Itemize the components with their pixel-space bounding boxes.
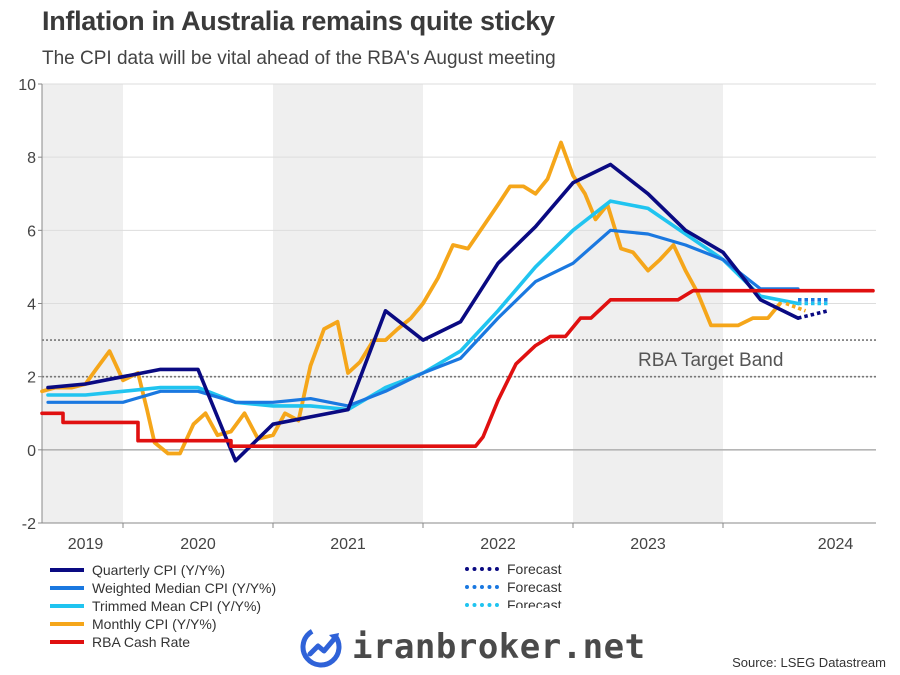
legend-label-forecast-quarterly: Forecast [507, 561, 562, 577]
chart-subtitle: The CPI data will be vital ahead of the … [42, 48, 556, 69]
chart-title: Inflation in Australia remains quite sti… [42, 6, 555, 36]
source-note: Source: LSEG Datastream [732, 655, 886, 670]
y-tick-label: 4 [27, 297, 36, 314]
legend-label-trimmed: Trimmed Mean CPI (Y/Y%) [92, 598, 262, 614]
x-tick-label: 2019 [68, 536, 104, 553]
legend-label-quarterly: Quarterly CPI (Y/Y%) [92, 562, 226, 578]
legend-item-quarterly: Quarterly CPI (Y/Y%) [50, 561, 225, 579]
series-line-cash [40, 288, 875, 449]
legend-item-monthly: Monthly CPI (Y/Y%) [50, 615, 216, 633]
legend-item-trimmed: Trimmed Mean CPI (Y/Y%) [50, 597, 261, 615]
chart-growth-icon [300, 626, 342, 668]
y-tick-label: 0 [27, 443, 36, 460]
legend-item-forecast-trimmed: Forecast [465, 596, 561, 608]
x-tick-label: 2021 [330, 536, 366, 553]
legend-label-forecast-trimmed: Forecast [507, 597, 562, 608]
forecast-lines [785, 297, 829, 320]
y-tick-label: 10 [18, 77, 36, 94]
legend-label-weighted: Weighted Median CPI (Y/Y%) [92, 580, 277, 596]
series-line-quarterly [46, 162, 800, 463]
legend-item-weighted: Weighted Median CPI (Y/Y%) [50, 579, 276, 597]
legend-swatch-monthly [50, 622, 84, 626]
y-tick-label: 8 [27, 150, 36, 167]
legend-item-forecast-quarterly: Forecast [465, 560, 561, 578]
y-tick-label: 6 [27, 223, 36, 240]
y-tick-label: -2 [22, 516, 36, 533]
legend-swatch-forecast-weighted [465, 585, 499, 589]
legend: Quarterly CPI (Y/Y%) Weighted Median CPI… [50, 561, 350, 656]
watermark: iranbroker.net [298, 622, 646, 672]
legend-forecast: Forecast Forecast Forecast [465, 560, 605, 608]
legend-swatch-weighted [50, 586, 84, 590]
legend-swatch-forecast-trimmed [465, 603, 499, 607]
x-tick-label: 2023 [630, 536, 666, 553]
legend-swatch-trimmed [50, 604, 84, 608]
watermark-text: iranbroker.net [352, 627, 646, 667]
legend-swatch-quarterly [50, 568, 84, 572]
legend-item-cash: RBA Cash Rate [50, 633, 190, 651]
legend-swatch-cash [50, 640, 84, 644]
x-tick-label: 2024 [818, 536, 854, 553]
series-line-weighted [46, 228, 800, 408]
legend-label-monthly: Monthly CPI (Y/Y%) [92, 616, 217, 632]
x-tick-label: 2020 [180, 536, 216, 553]
x-tick-label: 2022 [480, 536, 516, 553]
legend-item-forecast-weighted: Forecast [465, 578, 561, 596]
gridlines [42, 83, 876, 451]
legend-label-cash: RBA Cash Rate [92, 634, 191, 650]
forecast-line-quarterly [797, 309, 829, 320]
band-label: RBA Target Band [638, 350, 783, 371]
target-band-lines [42, 339, 876, 378]
axes: -2 0 2 4 6 8 10 2019 2020 2021 2022 2023 2024 [18, 77, 876, 553]
y-tick-label: 2 [27, 370, 36, 387]
legend-swatch-forecast-quarterly [465, 567, 499, 571]
forecast-line-monthly [785, 301, 807, 313]
legend-label-forecast-weighted: Forecast [507, 579, 562, 595]
series-lines [40, 140, 875, 463]
